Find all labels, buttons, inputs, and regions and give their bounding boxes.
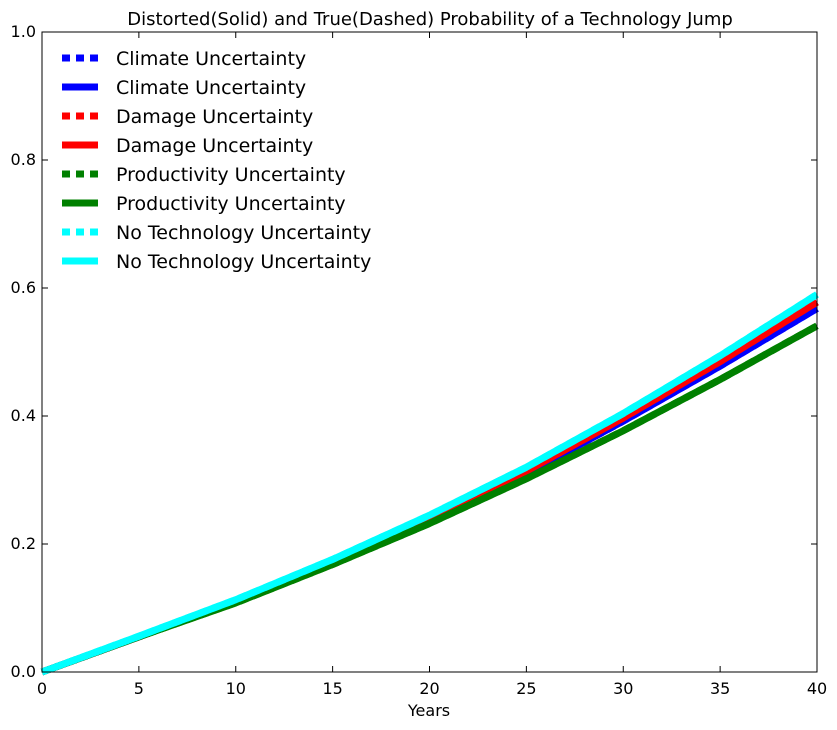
- series-line-no-technology-uncertainty-dashed: [40, 291, 819, 676]
- series-line-climate-uncertainty-dashed: [40, 305, 819, 676]
- chart-title: Distorted(Solid) and True(Dashed) Probab…: [127, 9, 733, 30]
- x-tick-label: 20: [419, 679, 439, 698]
- y-tick-label: 0.8: [11, 150, 36, 169]
- y-tick-label: 0.2: [11, 534, 36, 553]
- y-tick-label: 1.0: [11, 22, 36, 41]
- legend-label: Climate Uncertainty: [116, 48, 306, 70]
- y-tick-label: 0.0: [11, 662, 36, 681]
- series-line-damage-uncertainty-dashed: [40, 299, 819, 676]
- legend-label: Damage Uncertainty: [116, 106, 313, 128]
- x-tick-label: 35: [710, 679, 730, 698]
- legend-label: Damage Uncertainty: [116, 135, 313, 157]
- x-tick-label: 5: [134, 679, 144, 698]
- x-tick-label: 15: [322, 679, 342, 698]
- x-tick-label: 0: [37, 679, 47, 698]
- legend-label: No Technology Uncertainty: [116, 251, 371, 273]
- legend-label: Productivity Uncertainty: [116, 193, 346, 215]
- plot-frame: [41, 31, 818, 673]
- axis-ticks: 0 5 10 15 20 25 30 35 40 0.0 0.2 0.4 0.6 0.8 1.0: [11, 22, 828, 698]
- legend-label: Productivity Uncertainty: [116, 164, 346, 186]
- series-line-damage-uncertainty-solid: [40, 299, 819, 676]
- legend-label: Climate Uncertainty: [116, 77, 306, 99]
- legend: Climate Uncertainty Climate Uncertainty Da…: [62, 48, 371, 273]
- x-tick-label: 30: [613, 679, 633, 698]
- legend-label: No Technology Uncertainty: [116, 222, 371, 244]
- x-axis-label: Years: [407, 701, 450, 720]
- series-line-no-technology-uncertainty-solid: [40, 291, 819, 676]
- y-tick-label: 0.6: [11, 278, 36, 297]
- x-tick-label: 40: [807, 679, 827, 698]
- x-tick-label: 25: [516, 679, 536, 698]
- x-tick-label: 10: [226, 679, 246, 698]
- y-tick-label: 0.4: [11, 406, 36, 425]
- series-line-climate-uncertainty-solid: [40, 305, 819, 676]
- plot-lines: [40, 291, 819, 676]
